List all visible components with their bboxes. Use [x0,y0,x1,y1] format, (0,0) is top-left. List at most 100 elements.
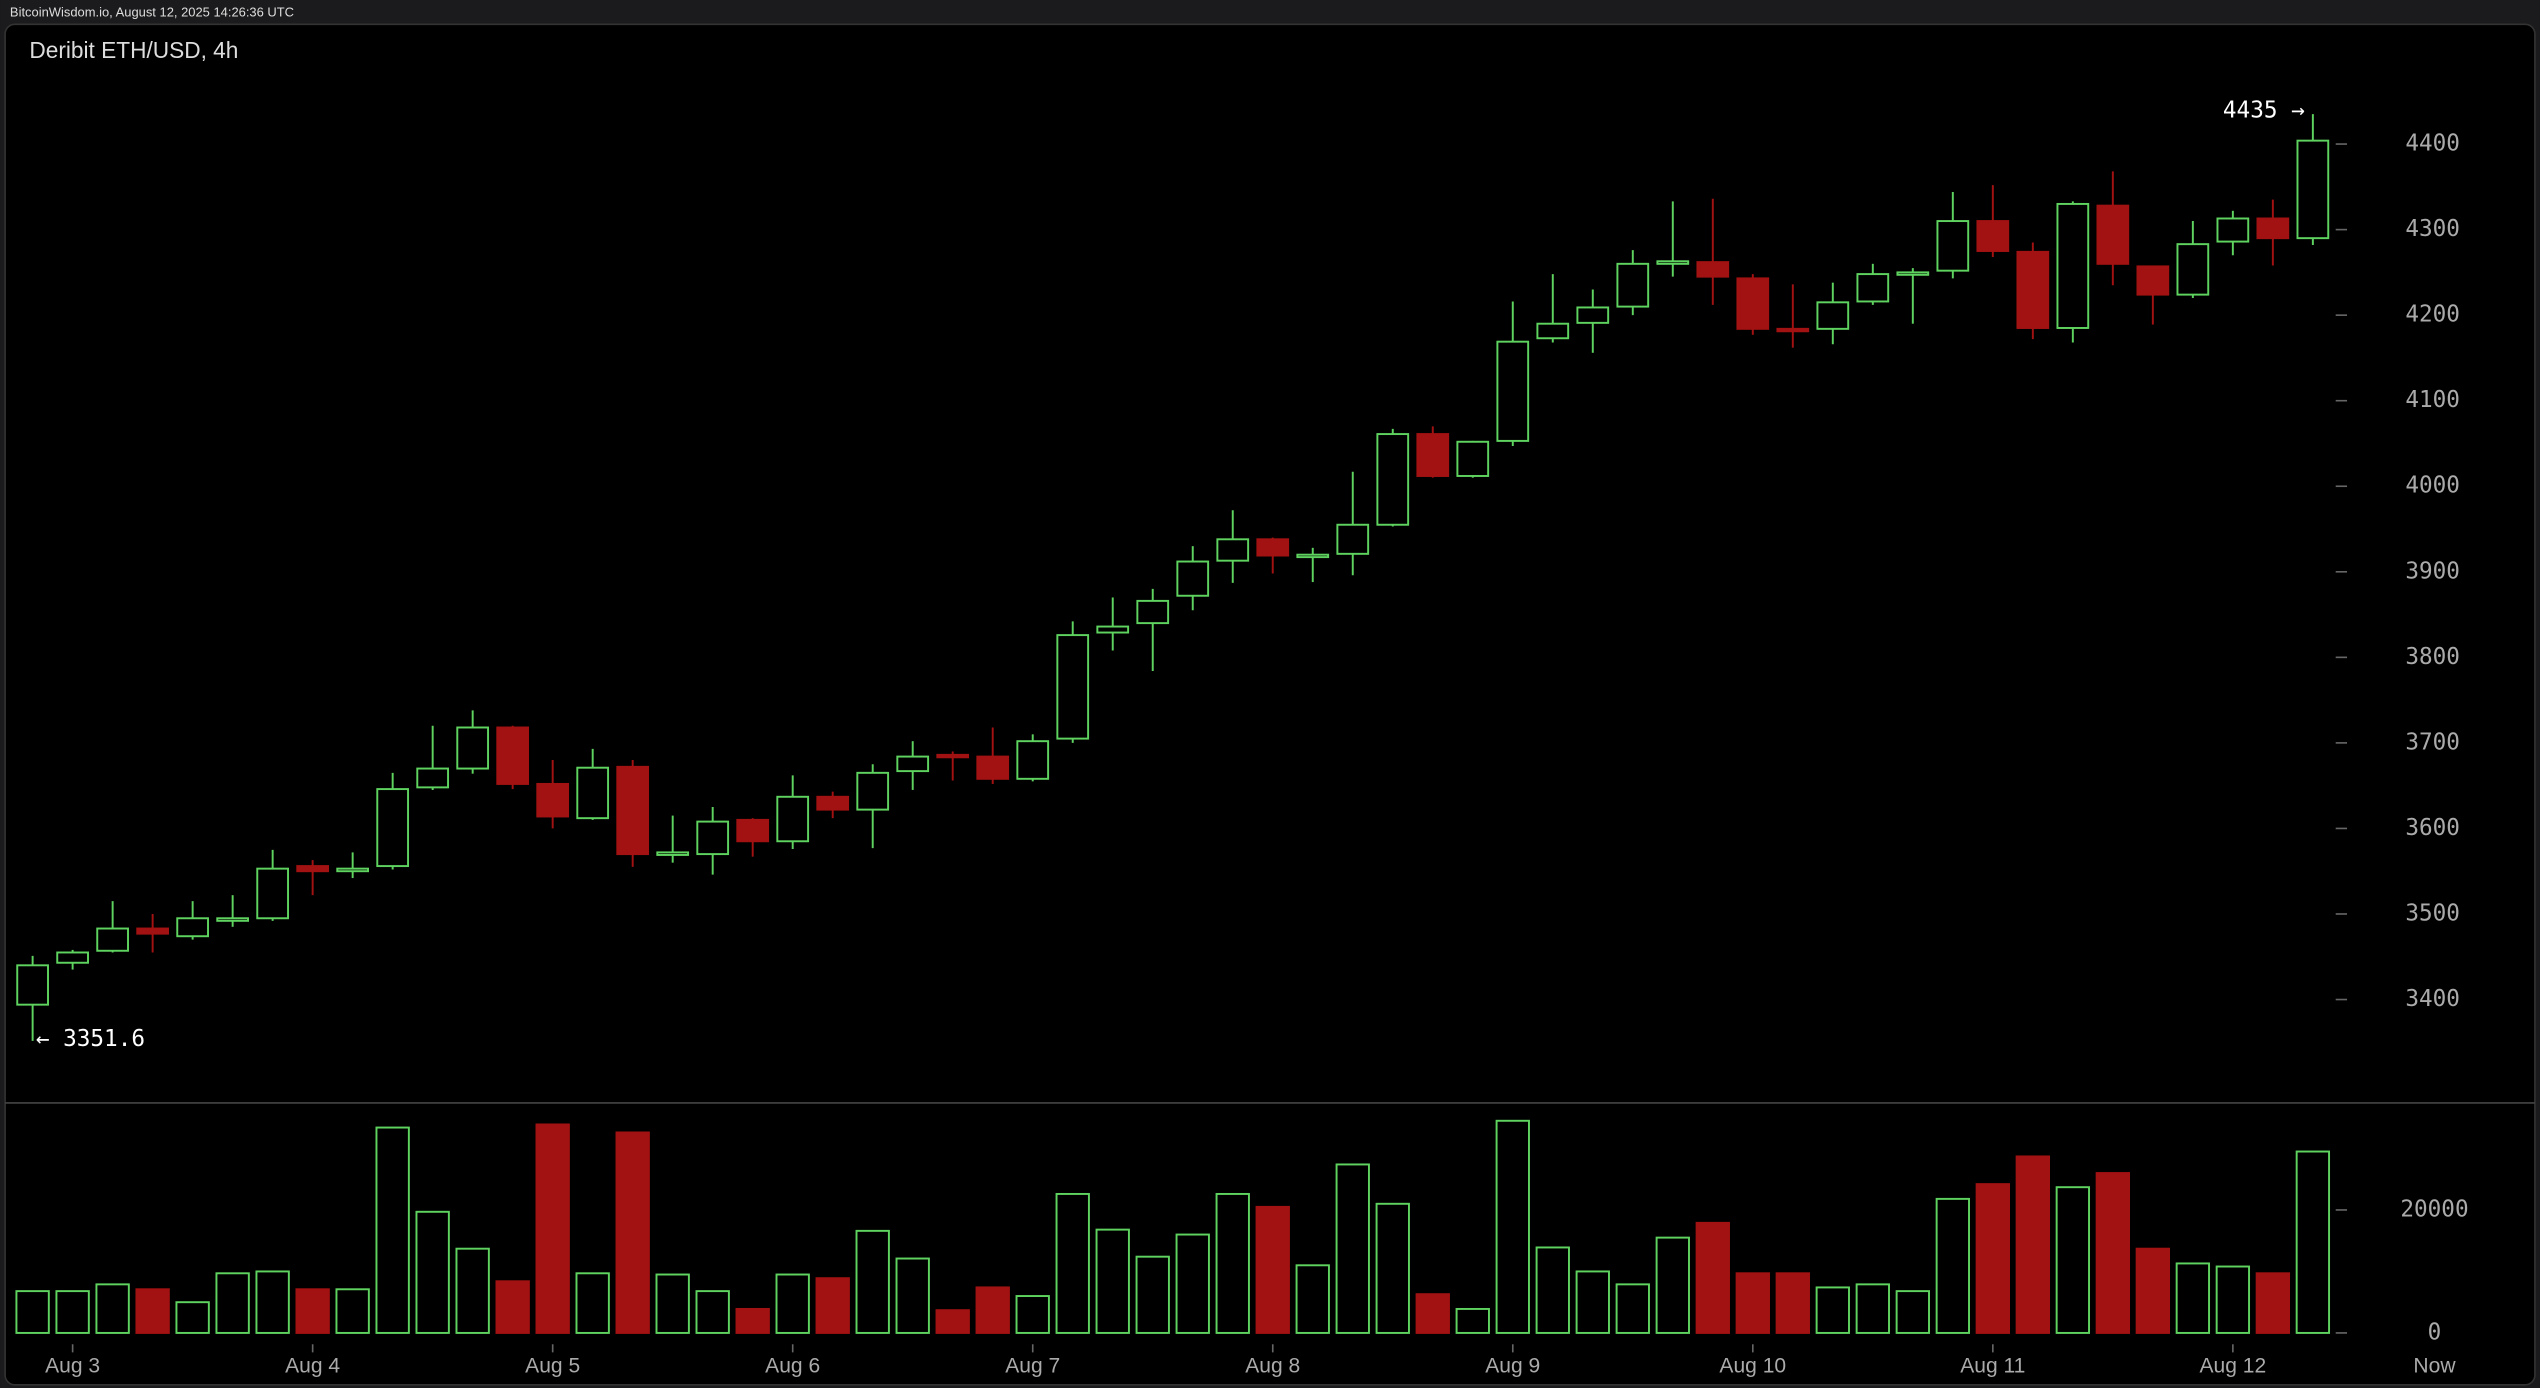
candle-body [2296,139,2330,240]
candle-body [1976,220,2010,252]
candle-body [2216,217,2250,243]
volume-bar [1535,1246,1570,1334]
candle-body [1096,625,1130,634]
volume-bar [1815,1286,1850,1334]
volume-bar [735,1307,770,1334]
volume-bar [1375,1202,1410,1334]
x-tick-label: Aug 9 [1485,1355,1540,1378]
candle-body [176,917,209,938]
candle-body [1256,538,1290,557]
chart-title: Deribit ETH/USD, 4h [29,37,238,63]
y-tick-label: 3600 [2405,815,2460,841]
candle-body [96,927,129,952]
volume-bar [55,1290,90,1334]
high-label: 4435 → [2223,97,2305,123]
volume-bar [1175,1233,1210,1334]
volume-bar [135,1288,170,1334]
candle-body [936,753,970,759]
candle-body [1696,261,1730,278]
candle-body [616,765,650,856]
candle-body [416,767,450,789]
volume-bar [415,1210,450,1334]
candle-body [496,726,530,785]
volume-bar [15,1290,50,1334]
volume-bar [1855,1283,1890,1334]
candle-body [1936,220,1970,272]
candle-body [776,795,810,843]
volume-bar [695,1290,730,1334]
y-tick-label: 3500 [2405,900,2460,926]
candle-body [1416,433,1450,477]
candle-body [456,726,490,770]
x-tick-label: Aug 11 [1960,1355,2025,1378]
y-tick-label: 4000 [2405,473,2460,499]
volume-bar [1295,1264,1330,1334]
y-tick-label: 4100 [2405,387,2460,413]
volume-bar [2055,1186,2091,1334]
volume-bar [2135,1247,2171,1334]
candle-body [1216,538,1250,562]
candle-body [816,795,850,811]
volume-bar [575,1272,610,1334]
volume-bar [255,1270,290,1334]
volume-bar [335,1288,370,1334]
volume-bar [2095,1172,2131,1334]
y-tick-label: 3700 [2405,729,2460,755]
volume-bar [1975,1183,2010,1334]
volume-bar [1135,1255,1170,1334]
x-tick-label: Aug 6 [765,1355,820,1378]
candle-body [1736,277,1770,330]
volume-bar [775,1273,810,1334]
volume-bar [895,1257,930,1334]
volume-bar [1255,1205,1290,1334]
volume-bar [1215,1192,1250,1334]
volume-bar [975,1286,1010,1334]
volume-bar [615,1131,650,1334]
volume-bar [1935,1197,1970,1334]
y-tick-label: 4400 [2405,131,2460,157]
candle-body [2176,243,2210,296]
y-tick-label: 3400 [2405,986,2460,1012]
volume-bar [1895,1290,1930,1334]
volume-bar [1575,1270,1610,1334]
candle-body [1336,523,1370,555]
candle-body [2016,250,2050,329]
header: BitcoinWisdom.io, August 12, 2025 14:26:… [10,4,294,19]
volume-bar [655,1273,690,1334]
y-tick-label: 20000 [2400,1196,2468,1222]
volume-bar [2295,1150,2331,1334]
y-tick-label: 4300 [2405,216,2460,242]
volume-bar [375,1126,410,1334]
y-tick-label: 0 [2428,1319,2442,1345]
volume-bar [1415,1293,1450,1334]
volume-bar [1495,1119,1530,1334]
now-label: Now [2413,1355,2456,1378]
volume-bar [495,1280,530,1334]
candle-body [1536,322,1570,340]
candle-body [1376,433,1410,526]
candle-body [1576,306,1610,324]
x-tick-label: Aug 3 [45,1355,100,1378]
volume-bar [935,1309,970,1334]
volume-bar [2215,1265,2251,1334]
candle-body [736,818,770,843]
volume-bar [855,1229,890,1334]
candle-body [56,951,89,964]
candle-body [576,766,610,820]
volume-bar [1095,1228,1130,1334]
x-tick-label: Aug 4 [285,1355,340,1378]
volume-bar [295,1288,330,1334]
candle-body [296,865,330,873]
candle-body [2136,265,2170,296]
volume-bar [1055,1192,1090,1334]
candle-body [536,782,570,818]
x-tick-label: Aug 8 [1245,1355,1300,1378]
low-label: ← 3351.6 [36,1026,145,1052]
candle-body [1136,599,1170,625]
volume-bar [1335,1163,1370,1334]
volume-bar [1455,1307,1490,1334]
candle-body [1296,553,1330,559]
candle-body [976,755,1010,780]
volume-bar [175,1301,210,1334]
